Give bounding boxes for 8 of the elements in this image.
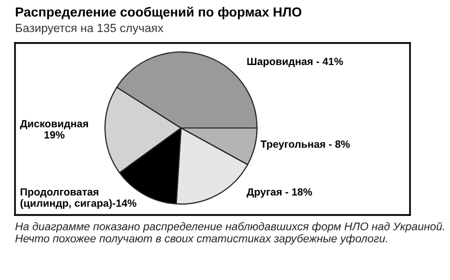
chart-subtitle: Базируется на 135 случаях (16, 24, 164, 34)
chart-title: Распределение сообщений по формах НЛО (16, 6, 302, 20)
slice-label: Дисковидная 19% (20, 120, 88, 139)
slice-label: Треугольная - 8% (260, 140, 350, 150)
text: На диаграмме показано распределение наблюдавшихся форм НЛО над Украиной. Нечто похожее получают в своих статистиках зарубежные уфологи. (15, 222, 444, 245)
slice-label: Шаровидная - 41% (247, 58, 343, 68)
slice-label: Продолговатая (цилиндр, сигара)-14% (20, 188, 136, 209)
slice-label: Другая - 18% (246, 188, 312, 198)
